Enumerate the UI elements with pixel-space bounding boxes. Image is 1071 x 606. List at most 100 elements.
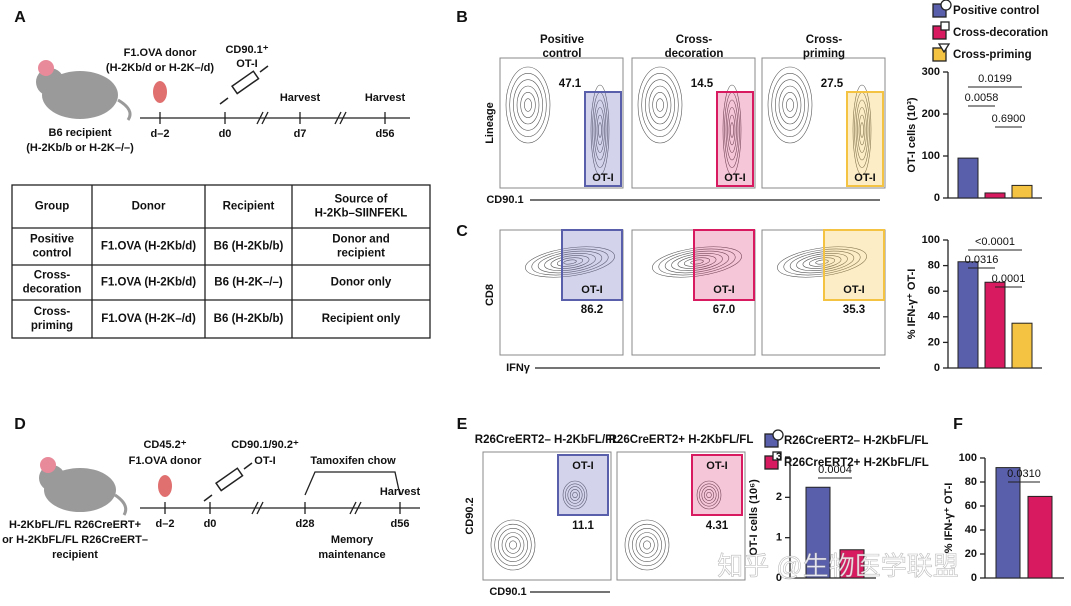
axis-label: CD90.1	[489, 586, 526, 598]
treatment-bracket	[304, 471, 401, 496]
gate-label: OT-I	[724, 172, 745, 184]
p-value: 0.0004	[818, 464, 852, 476]
contour	[643, 540, 651, 550]
bar	[1027, 495, 1053, 579]
gate-label: OT-I	[843, 284, 864, 296]
contour	[778, 85, 802, 125]
kidney-icon	[153, 81, 167, 103]
contour	[703, 489, 715, 501]
table-cell: Recipient only	[322, 313, 401, 325]
harvest-label: Harvest	[365, 92, 406, 104]
plot-title: Positive	[540, 34, 584, 46]
y-tick-label: 0	[934, 192, 940, 204]
gate-value: 35.3	[843, 304, 865, 316]
contour	[808, 257, 836, 267]
panel-label: F	[953, 416, 963, 433]
harvest-label: Harvest	[280, 92, 321, 104]
cells-label: CD90.1/90.2⁺	[231, 439, 299, 451]
contour	[855, 99, 869, 161]
gate	[561, 229, 623, 301]
contour	[730, 122, 734, 138]
contour	[658, 248, 736, 276]
legend-label: Cross-decoration	[953, 27, 1048, 39]
gate	[716, 91, 754, 187]
plot-frame	[616, 451, 746, 581]
plot-title: R26CreERT2– H-2KbFL/FL	[475, 434, 619, 446]
y-tick-label: 1	[776, 532, 782, 544]
axis-label: CD90.1	[486, 194, 523, 206]
y-tick-label: 3	[776, 451, 782, 463]
break	[339, 111, 347, 125]
panel-label: B	[456, 9, 468, 26]
harvest-label: Harvest	[380, 486, 421, 498]
gate	[557, 454, 609, 516]
donor-label: F1.OVA donor	[129, 455, 202, 467]
recipient-mhc: (H-2Kb/b or H-2K–/–)	[26, 142, 134, 154]
contour	[567, 486, 583, 504]
cells-name: OT-I	[236, 58, 257, 70]
axis-label: Lineage	[484, 102, 496, 144]
axis-label: IFNγ	[506, 362, 531, 374]
plot-title: Cross-	[806, 34, 843, 46]
y-tick-label: 200	[922, 108, 940, 120]
recipient-label: or H-2KbFL/FL R26CreERT–	[2, 534, 148, 546]
day-label: d0	[219, 128, 232, 140]
table-cell: control	[33, 248, 72, 260]
plot-title: control	[543, 48, 582, 60]
plot-frame	[499, 57, 624, 189]
plot-frame	[482, 451, 612, 581]
bar	[839, 549, 865, 579]
p-value: 0.0316	[965, 254, 999, 266]
table-cell: decoration	[23, 284, 82, 296]
y-tick-label: 0	[776, 572, 782, 584]
bar	[984, 281, 1006, 369]
plot-frame	[631, 57, 756, 189]
watermark: 知乎 @生物医学联盟	[717, 551, 959, 581]
gate-label: OT-I	[713, 284, 734, 296]
y-tick-label: 40	[928, 311, 940, 323]
contour	[505, 536, 521, 554]
contour	[860, 122, 864, 138]
bar	[1011, 322, 1033, 369]
contour	[572, 491, 578, 499]
mouse-icon	[36, 60, 132, 121]
contour	[509, 540, 517, 550]
y-axis-label: % IFN-γ⁺ OT-I	[906, 269, 918, 340]
panel-label: A	[14, 9, 26, 26]
contour	[544, 253, 596, 271]
cells-label: CD90.1⁺	[225, 44, 268, 56]
contour	[652, 92, 668, 118]
contour	[786, 98, 794, 112]
contour	[699, 483, 719, 507]
phase-label: maintenance	[318, 549, 385, 561]
y-axis-label: OT-I cells (10³)	[906, 97, 918, 173]
donor-marker: CD45.2⁺	[143, 439, 186, 451]
day-label: d–2	[151, 128, 170, 140]
recipient-label: B6 recipient	[49, 127, 112, 139]
bar	[957, 261, 979, 369]
table-cell: Cross-	[34, 306, 71, 318]
legend-label: Positive control	[953, 5, 1039, 17]
contour	[857, 107, 867, 153]
bar	[1011, 184, 1033, 199]
contour	[639, 536, 655, 554]
p-value: 0.6900	[992, 113, 1026, 125]
contour	[565, 483, 585, 507]
contour	[537, 250, 603, 274]
contour	[637, 66, 683, 144]
axis-label: CD8	[484, 284, 496, 306]
contour	[641, 73, 679, 137]
contour	[728, 114, 736, 146]
contour	[598, 122, 602, 138]
contour	[722, 84, 742, 176]
p-value: 0.0199	[978, 73, 1012, 85]
gate-label: OT-I	[592, 172, 613, 184]
contour	[775, 79, 805, 131]
contour	[563, 259, 577, 265]
phase-label: Memory	[331, 534, 374, 546]
contour	[596, 114, 604, 146]
panel-label: D	[14, 416, 26, 433]
y-tick-label: 100	[922, 150, 940, 162]
syringe-icon	[203, 462, 253, 502]
